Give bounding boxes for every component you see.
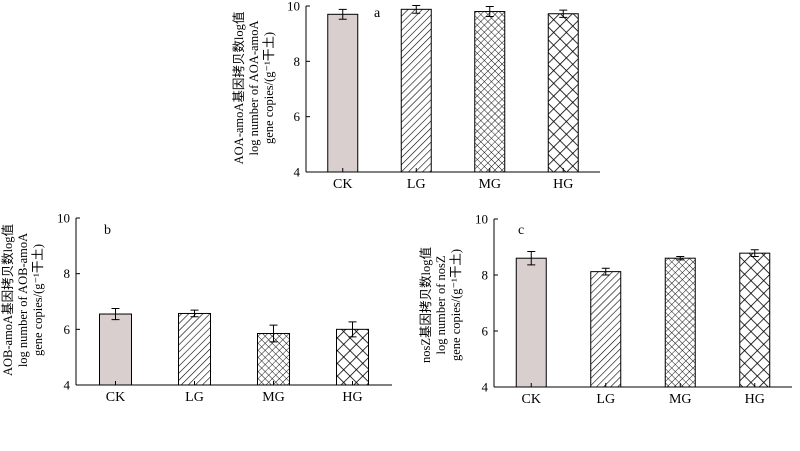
panel-a-ylabel-line1: AOA-amoA基因拷贝数log值 <box>231 12 246 165</box>
panel-a-bar-mg <box>474 11 506 173</box>
panel-c-ylabel-line2: log number of nosZ <box>434 256 448 355</box>
panel-a-ylabel-line3: gene copies/(g⁻¹干土) <box>262 32 276 144</box>
panel-a-y-tick-label: 6 <box>294 109 301 124</box>
panel-c-bar-lg <box>590 271 622 388</box>
panel-b-ylabel-line1: AOB-amoA基因拷贝数log值 <box>0 224 15 376</box>
panel-c-error-bar-mg <box>676 256 685 261</box>
panel-a-error-bar-mg <box>485 6 494 18</box>
panel-a-plot: 4 6 8 10 CK LG MG HG <box>287 0 600 192</box>
panel-c-y-tick-label: 10 <box>475 212 488 227</box>
panel-b-ylabel: AOB-amoA基因拷贝数log值 log number of AOB-amoA… <box>0 224 45 376</box>
panel-c-category-label-lg: LG <box>596 392 615 407</box>
panel-c-error-bar-ck <box>527 250 536 266</box>
panel-c-plot: 4 6 8 10 CK LG MG HG <box>475 212 792 407</box>
panel-a-bar-hg <box>547 13 579 173</box>
panel-b-letter: b <box>104 223 111 238</box>
panel-a-error-bar-lg <box>412 4 421 14</box>
panel-b-category-label-mg: MG <box>262 390 285 405</box>
panel-b-y-tick-label: 10 <box>57 211 70 226</box>
panel-a-bar-lg <box>400 8 432 173</box>
panel-a-error-bar-ck <box>338 8 347 20</box>
panel-c-y-tick-label: 4 <box>482 380 489 395</box>
panel-b-bar-lg <box>178 312 211 386</box>
panel-b-bar-hg <box>336 328 369 386</box>
panel-c: nosZ基因拷贝数log值 log number of nosZ gene co… <box>418 212 792 407</box>
panel-b: AOB-amoA基因拷贝数log值 log number of AOB-amoA… <box>0 211 392 405</box>
panel-b-category-label-lg: LG <box>185 390 204 405</box>
panel-a-category-label-mg: MG <box>478 177 501 192</box>
panel-b-error-bar-ck <box>111 307 120 321</box>
panel-c-y-tick-label: 8 <box>482 268 489 283</box>
panel-b-ylabel-line3: gene copies/(g⁻¹干土) <box>31 244 45 356</box>
panel-b-error-bar-lg <box>190 309 199 318</box>
panel-a-category-label-ck: CK <box>333 177 352 192</box>
panel-a-y-tick-label: 10 <box>287 0 300 14</box>
panel-c-ylabel-line3: gene copies/(g⁻¹干土) <box>449 249 463 361</box>
panel-c-letter: c <box>518 223 524 238</box>
panel-c-error-bar-lg <box>601 267 610 276</box>
panel-c-category-label-hg: HG <box>745 392 765 407</box>
panel-b-bar-ck <box>99 313 132 386</box>
panel-a-bar-ck <box>327 13 359 173</box>
panel-c-ylabel: nosZ基因拷贝数log值 log number of nosZ gene co… <box>418 247 463 363</box>
panel-a-category-label-hg: HG <box>553 177 573 192</box>
panel-b-y-tick-label: 8 <box>64 266 71 281</box>
panel-a-y-tick-label: 4 <box>294 165 301 180</box>
panel-a-category-label-lg: LG <box>407 177 426 192</box>
panel-c-y-tick-label: 6 <box>482 324 489 339</box>
panel-b-category-label-ck: CK <box>106 390 125 405</box>
panel-b-error-bar-hg <box>348 321 357 338</box>
panel-b-plot: 4 6 8 10 CK LG MG HG <box>57 211 392 405</box>
panel-c-category-label-mg: MG <box>669 392 692 407</box>
panel-a-ylabel: AOA-amoA基因拷贝数log值 log number of AOA-amoA… <box>231 12 276 165</box>
panel-c-bar-mg <box>664 257 696 388</box>
panel-c-bar-ck <box>515 257 547 388</box>
panel-a: AOA-amoA基因拷贝数log值 log number of AOA-amoA… <box>231 0 600 192</box>
panel-c-error-bar-hg <box>750 249 759 258</box>
panel-c-ylabel-line1: nosZ基因拷贝数log值 <box>418 247 433 363</box>
panel-b-error-bar-mg <box>269 324 278 343</box>
panel-b-ylabel-line2: log number of AOB-amoA <box>16 233 30 367</box>
panel-c-bar-hg <box>739 252 771 388</box>
panel-b-y-tick-label: 4 <box>64 378 71 393</box>
panel-a-y-tick-label: 8 <box>294 54 301 69</box>
panel-b-y-tick-label: 6 <box>64 322 71 337</box>
panel-a-ylabel-line2: log number of AOA-amoA <box>247 20 261 155</box>
panel-a-letter: a <box>374 6 381 21</box>
panel-a-error-bar-hg <box>559 9 568 18</box>
panel-b-category-label-hg: HG <box>342 390 362 405</box>
panel-c-category-label-ck: CK <box>522 392 541 407</box>
